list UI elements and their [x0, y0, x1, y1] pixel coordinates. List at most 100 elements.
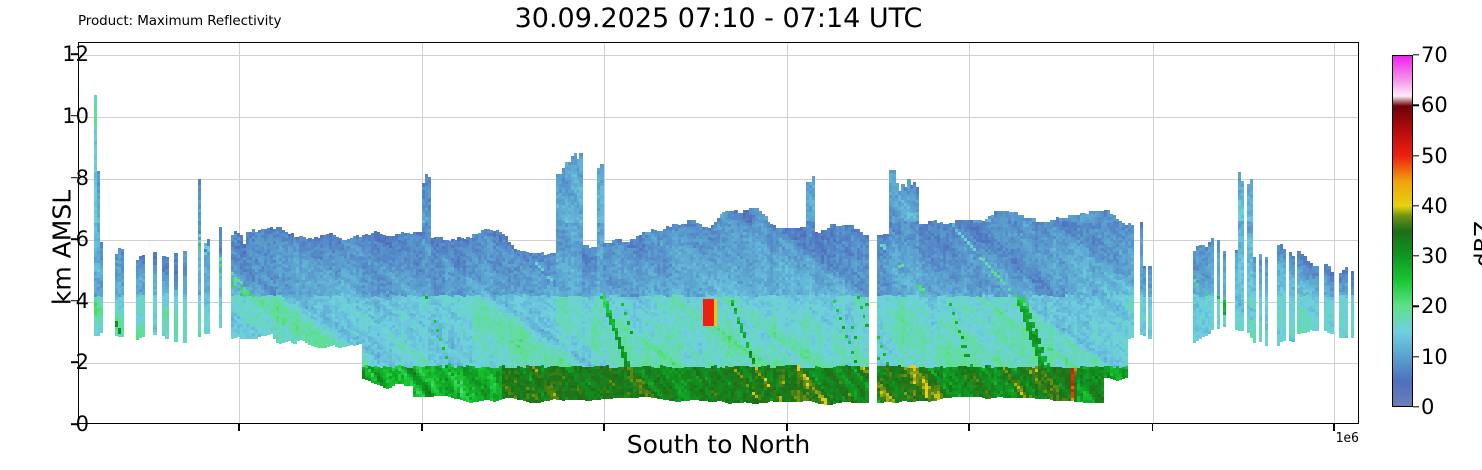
reflectivity-cell — [121, 288, 124, 291]
reflectivity-cell — [100, 281, 103, 284]
reflectivity-cell — [142, 264, 145, 267]
reflectivity-cell — [100, 290, 103, 293]
reflectivity-cell — [100, 309, 103, 312]
reflectivity-cell — [94, 153, 97, 156]
reflectivity-cell — [198, 188, 201, 191]
reflectivity-cell — [174, 302, 177, 305]
reflectivity-cell — [198, 191, 201, 194]
reflectivity-cell — [198, 288, 201, 291]
reflectivity-cell — [219, 282, 222, 285]
reflectivity-cell — [198, 249, 201, 252]
reflectivity-cell — [94, 138, 97, 141]
reflectivity-cell — [142, 273, 145, 276]
reflectivity-cell — [198, 270, 201, 273]
reflectivity-cell — [198, 264, 201, 267]
reflectivity-cell — [183, 275, 186, 278]
reflectivity-cell — [174, 277, 177, 280]
reflectivity-cell — [219, 239, 222, 242]
reflectivity-cell — [165, 278, 168, 281]
reflectivity-cell — [207, 245, 210, 248]
reflectivity-cell — [94, 95, 97, 98]
reflectivity-cell — [219, 312, 222, 315]
reflectivity-cell — [183, 312, 186, 315]
reflectivity-cell — [100, 263, 103, 266]
reflectivity-cell — [121, 273, 124, 276]
reflectivity-cell — [165, 308, 168, 311]
reflectivity-cell — [153, 313, 156, 316]
reflectivity-cell — [121, 328, 124, 331]
reflectivity-cell — [142, 328, 145, 331]
reflectivity-cell — [142, 285, 145, 288]
reflectivity-cell — [97, 204, 100, 207]
reflectivity-cell — [207, 319, 210, 322]
reflectivity-cell — [100, 272, 103, 275]
reflectivity-cell — [121, 316, 124, 319]
reflectivity-cell — [97, 214, 100, 217]
reflectivity-cell — [198, 273, 201, 276]
reflectivity-cell — [142, 294, 145, 297]
reflectivity-cell — [121, 285, 124, 288]
reflectivity-cell — [153, 265, 156, 268]
reflectivity-cell — [198, 243, 201, 246]
reflectivity-cell — [165, 275, 168, 278]
reflectivity-cell — [121, 252, 124, 255]
reflectivity-cell — [428, 207, 431, 210]
reflectivity-cell — [100, 293, 103, 296]
reflectivity-cell — [207, 279, 210, 282]
reflectivity-cell — [153, 298, 156, 301]
reflectivity-cell — [165, 272, 168, 275]
reflectivity-cell — [97, 174, 100, 177]
reflectivity-cell — [121, 258, 124, 261]
reflectivity-cell — [183, 303, 186, 306]
reflectivity-cell — [219, 300, 222, 303]
reflectivity-cell — [198, 246, 201, 249]
reflectivity-cell — [207, 276, 210, 279]
reflectivity-cell — [174, 326, 177, 329]
reflectivity-cell — [183, 263, 186, 266]
reflectivity-cell — [142, 270, 145, 273]
reflectivity-cell — [100, 251, 103, 254]
reflectivity-cell — [207, 258, 210, 261]
reflectivity-cell — [142, 261, 145, 264]
reflectivity-cell — [428, 226, 431, 229]
reflectivity-cell — [198, 322, 201, 325]
reflectivity-cell — [142, 291, 145, 294]
reflectivity-cell — [94, 147, 97, 150]
reflectivity-cell — [219, 291, 222, 294]
reflectivity-cell — [142, 303, 145, 306]
reflectivity-cell — [100, 287, 103, 290]
reflectivity-cell — [174, 338, 177, 341]
reflectivity-cell — [100, 299, 103, 302]
reflectivity-cell — [198, 236, 201, 239]
reflectivity-cell — [121, 270, 124, 273]
reflectivity-cell — [219, 245, 222, 248]
reflectivity-cell — [174, 265, 177, 268]
reflectivity-cell — [142, 300, 145, 303]
reflectivity-cell — [121, 255, 124, 258]
reflectivity-cell — [121, 310, 124, 313]
reflectivity-cell — [121, 334, 124, 337]
reflectivity-cell — [198, 185, 201, 188]
reflectivity-cell — [100, 284, 103, 287]
reflectivity-cell — [198, 282, 201, 285]
reflectivity-cell — [165, 269, 168, 272]
reflectivity-cell — [428, 189, 431, 192]
reflectivity-cell — [198, 325, 201, 328]
reflectivity-cell — [428, 204, 431, 207]
reflectivity-cell — [165, 330, 168, 333]
reflectivity-cell — [207, 294, 210, 297]
reflectivity-cell — [94, 165, 97, 168]
reflectivity-cell — [153, 295, 156, 298]
reflectivity-cell — [94, 129, 97, 132]
reflectivity-cell — [153, 326, 156, 329]
reflectivity-cell — [207, 306, 210, 309]
reflectivity-cell — [97, 229, 100, 232]
reflectivity-cell — [165, 321, 168, 324]
reflectivity-cell — [198, 233, 201, 236]
reflectivity-cell — [219, 272, 222, 275]
reflectivity-cell — [183, 309, 186, 312]
reflectivity-cell — [153, 252, 156, 255]
reflectivity-cell — [198, 279, 201, 282]
reflectivity-cell — [97, 186, 100, 189]
reflectivity-cell — [94, 104, 97, 107]
